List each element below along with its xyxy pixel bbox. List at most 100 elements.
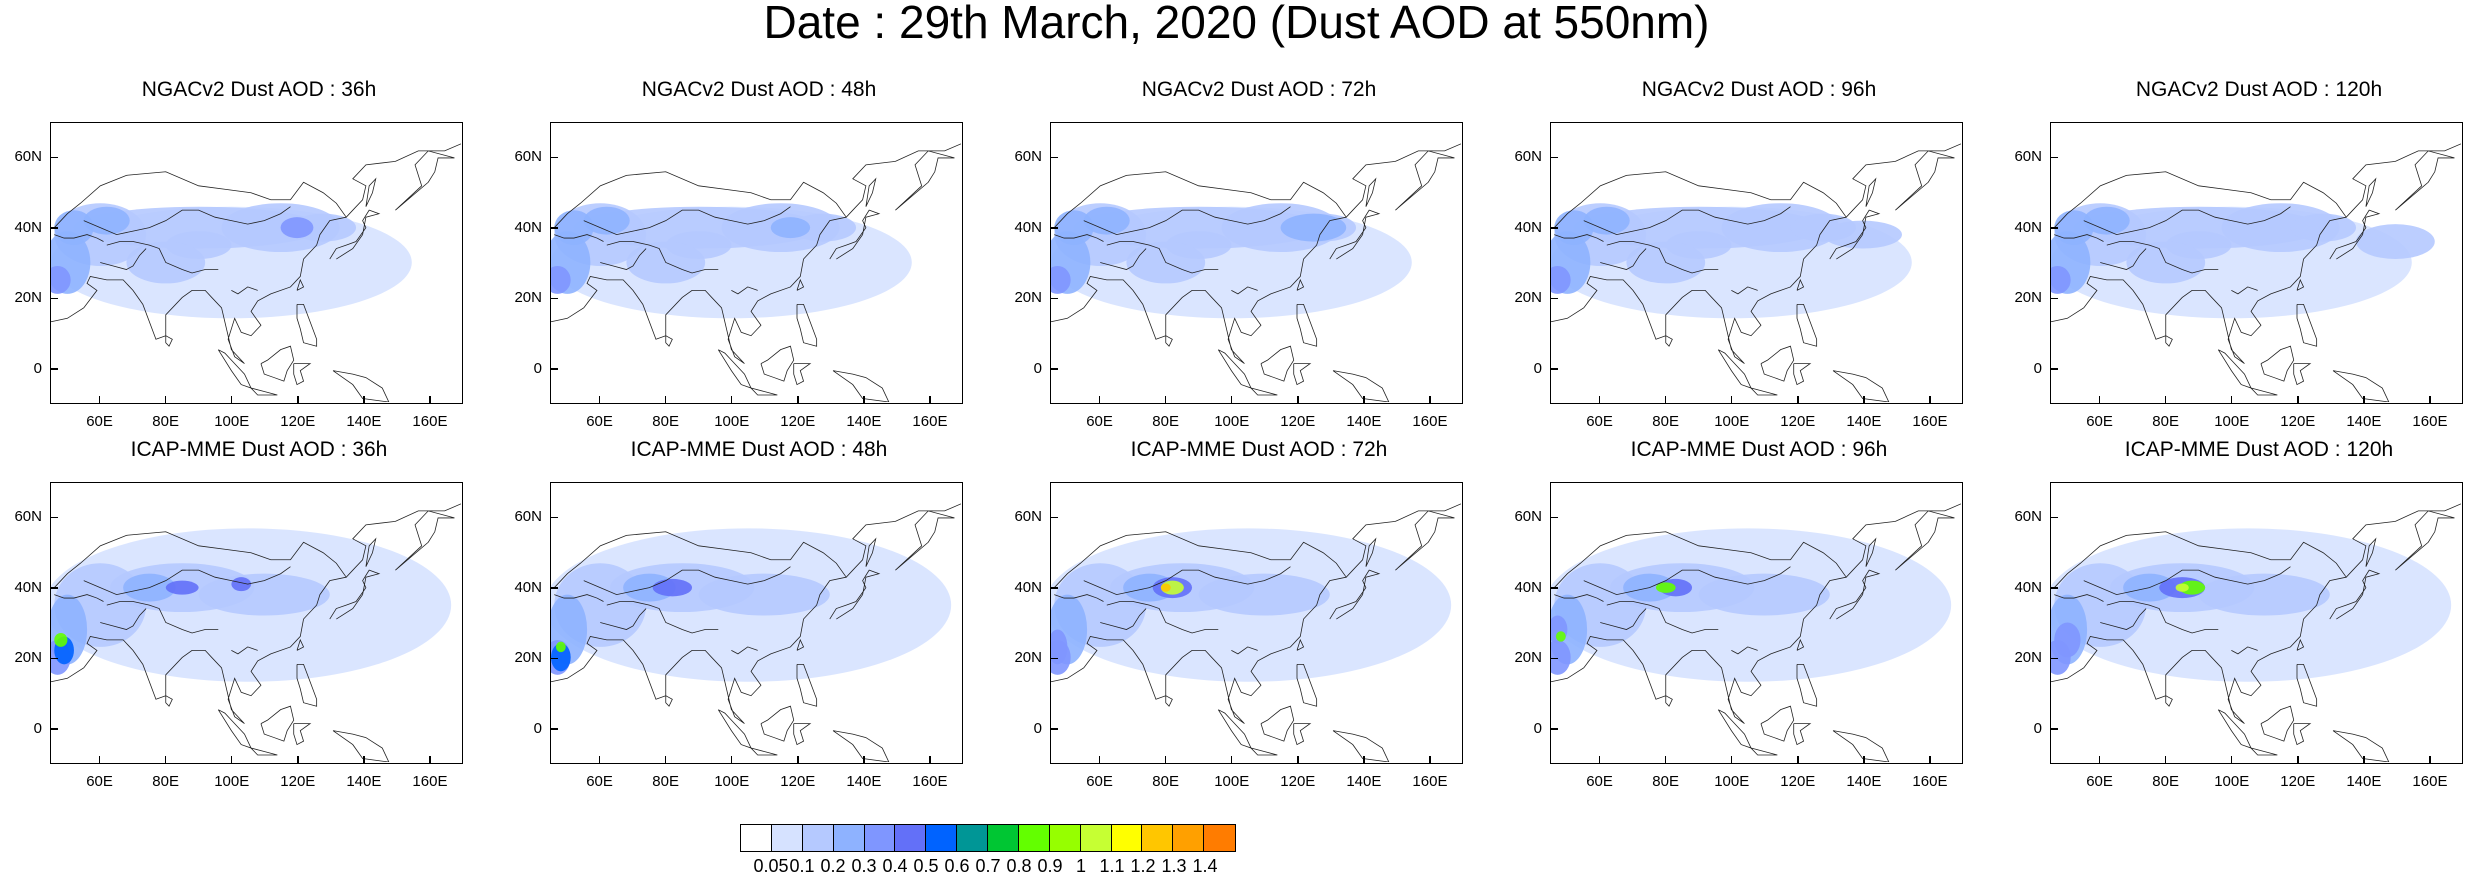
panel-title: NGACv2 Dust AOD : 120h	[2030, 78, 2473, 102]
lat-tick-label: 20N	[992, 289, 1042, 307]
lat-tick-label: 40N	[492, 579, 542, 597]
dust-aod-map	[50, 482, 463, 764]
lat-tick-label: 40N	[1492, 219, 1542, 237]
lon-tick	[429, 396, 431, 404]
map-panel: NGACv2 Dust AOD : 48h 60N 40N 20N 0 60E 80E 100…	[550, 122, 963, 404]
dust-aod-map	[1550, 122, 1963, 404]
lon-tick-label: 120E	[1768, 413, 1828, 431]
dust-aod-map	[50, 122, 463, 404]
lon-tick	[2363, 756, 2365, 764]
lon-tick	[1665, 756, 1667, 764]
lat-tick	[50, 728, 58, 730]
figure-title: Date : 29th March, 2020 (Dust AOD at 550…	[0, 0, 2473, 50]
lon-tick	[1797, 756, 1799, 764]
lon-tick-label: 100E	[1202, 773, 1262, 791]
colorbar-swatch	[988, 825, 1019, 851]
lat-tick	[1050, 298, 1058, 300]
lon-tick-label: 60E	[2070, 773, 2130, 791]
lat-tick-label: 40N	[1992, 579, 2042, 597]
lon-tick-label: 140E	[834, 413, 894, 431]
lat-tick-label: 60N	[1492, 508, 1542, 526]
lon-tick-label: 120E	[2268, 773, 2328, 791]
map-panel: ICAP-MME Dust AOD : 48h 60N 40N 20N 0 60E 80E 1…	[550, 482, 963, 764]
map-svg	[1551, 123, 1961, 402]
lon-tick	[731, 756, 733, 764]
lon-tick-label: 160E	[1900, 773, 1960, 791]
lon-tick	[1863, 756, 1865, 764]
lon-tick-label: 100E	[702, 773, 762, 791]
lon-tick-label: 120E	[268, 413, 328, 431]
lon-tick	[99, 396, 101, 404]
lon-tick-label: 160E	[900, 773, 960, 791]
lon-tick	[2165, 756, 2167, 764]
dust-aod-map	[2050, 122, 2463, 404]
lon-tick	[1599, 756, 1601, 764]
lon-tick-label: 80E	[1636, 773, 1696, 791]
map-panel: NGACv2 Dust AOD : 96h 60N 40N 20N 0 60E 80E 100…	[1550, 122, 1963, 404]
lon-tick	[165, 756, 167, 764]
colorbar-swatch	[772, 825, 803, 851]
lat-tick	[550, 517, 558, 519]
panel-title: ICAP-MME Dust AOD : 96h	[1530, 438, 1988, 462]
lat-tick	[1550, 517, 1558, 519]
lon-tick	[231, 396, 233, 404]
lon-tick-label: 80E	[1136, 773, 1196, 791]
lon-tick	[2363, 396, 2365, 404]
lon-tick-label: 140E	[2334, 413, 2394, 431]
lon-tick	[1099, 396, 1101, 404]
lat-tick-label: 40N	[1492, 579, 1542, 597]
lon-tick-label: 60E	[70, 413, 130, 431]
lat-tick-label: 60N	[1992, 508, 2042, 526]
lon-tick-label: 60E	[1570, 773, 1630, 791]
lon-tick	[1731, 396, 1733, 404]
lon-tick-label: 160E	[1400, 773, 1460, 791]
lon-tick-label: 120E	[1268, 773, 1328, 791]
lat-tick	[1050, 587, 1058, 589]
dust-aod-map	[1050, 122, 1463, 404]
lon-tick	[1929, 756, 1931, 764]
lat-tick-label: 0	[1992, 720, 2042, 738]
lon-tick-label: 100E	[202, 413, 262, 431]
lon-tick-label: 100E	[1702, 413, 1762, 431]
lat-tick	[1050, 658, 1058, 660]
lon-tick-label: 100E	[702, 413, 762, 431]
colorbar-swatch	[834, 825, 865, 851]
lat-tick	[50, 517, 58, 519]
lon-tick-label: 160E	[2400, 413, 2460, 431]
lat-tick-label: 60N	[992, 508, 1042, 526]
lon-tick	[2099, 396, 2101, 404]
lat-tick-label: 40N	[0, 579, 42, 597]
lat-tick	[1550, 368, 1558, 370]
lon-tick-label: 100E	[1202, 413, 1262, 431]
lat-tick	[550, 587, 558, 589]
lon-tick-label: 140E	[834, 773, 894, 791]
colorbar-swatch	[1204, 825, 1235, 851]
lon-tick-label: 140E	[1834, 413, 1894, 431]
lon-tick-label: 60E	[570, 773, 630, 791]
lon-tick-label: 60E	[570, 413, 630, 431]
lat-tick-label: 0	[1492, 360, 1542, 378]
panel-title: ICAP-MME Dust AOD : 36h	[30, 438, 488, 462]
dust-aod-map	[550, 482, 963, 764]
lon-tick	[363, 756, 365, 764]
lon-tick	[165, 396, 167, 404]
lat-tick-label: 60N	[492, 148, 542, 166]
map-svg	[551, 123, 961, 402]
lat-tick-label: 20N	[1492, 649, 1542, 667]
map-svg	[1051, 123, 1461, 402]
lon-tick	[797, 756, 799, 764]
lon-tick-label: 160E	[2400, 773, 2460, 791]
lat-tick	[2050, 368, 2058, 370]
lon-tick-label: 80E	[2136, 413, 2196, 431]
lat-tick-label: 60N	[1992, 148, 2042, 166]
map-panel: ICAP-MME Dust AOD : 36h 60N 40N 20N 0 60E 80E 1…	[50, 482, 463, 764]
colorbar-swatch	[1081, 825, 1112, 851]
lon-tick	[2099, 756, 2101, 764]
colorbar-swatch	[741, 825, 772, 851]
map-svg	[51, 123, 461, 402]
lon-tick	[1731, 756, 1733, 764]
map-panel: ICAP-MME Dust AOD : 96h 60N 40N 20N 0 60E 80E 1…	[1550, 482, 1963, 764]
lat-tick	[50, 587, 58, 589]
lon-tick-label: 60E	[1570, 413, 1630, 431]
lon-tick-label: 140E	[2334, 773, 2394, 791]
